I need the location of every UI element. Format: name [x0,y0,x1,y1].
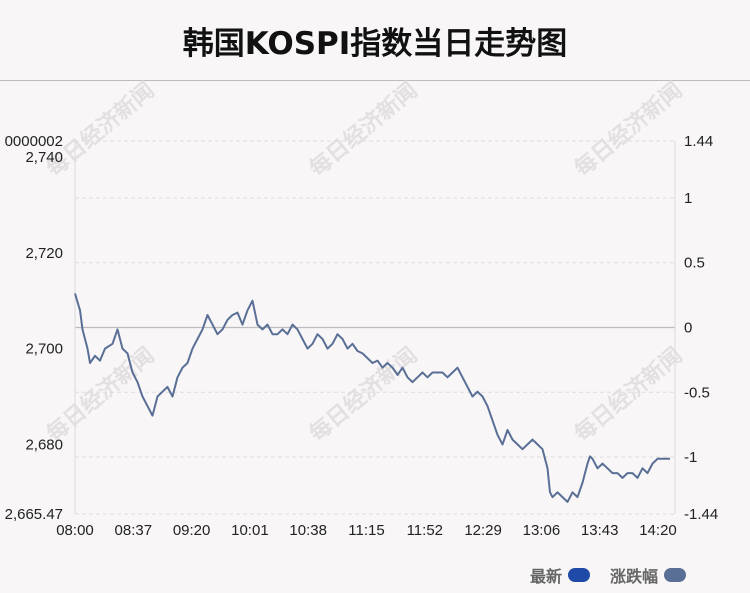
legend-label-change: 涨跌幅 [610,567,659,586]
legend-item-change[interactable]: 涨跌幅 [610,563,687,587]
x-tick-label: 11:15 [348,522,384,539]
x-axis-labels: 08:00 08:37 09:20 10:01 10:38 11:15 11:52 12:29… [56,522,677,539]
grid-lines [75,140,675,515]
x-tick-label: 08:00 [56,522,94,539]
y-tick-label-right: -1.44 [684,506,718,523]
series-line-latest [74,293,670,503]
legend-swatch-latest [568,568,591,582]
x-tick-label: 13:06 [523,522,561,539]
y-tick-label-right: 1.44 [684,133,713,150]
y-tick-label-left: 2,680 [25,436,63,453]
axes [74,141,676,514]
x-tick-label: 13:43 [581,522,619,539]
title-divider [0,80,750,81]
watermark-text: 每日经济新闻 [42,77,160,182]
legend-item-latest[interactable]: 最新 [530,563,591,587]
y-tick-label-right: 1 [684,190,692,207]
y-axis-right-labels: -1.44 -1 -0.5 0 0.5 1 1.44 [684,133,718,523]
y-tick-label-left: 2,665.47 [5,506,63,523]
y-tick-label-left: 2,700 [25,341,63,358]
watermark-text: 每日经济新闻 [305,77,423,182]
y-tick-label-left: 2,720 [25,245,63,262]
x-tick-label: 09:20 [173,522,211,539]
y-tick-label-right: -1 [684,449,697,466]
x-tick-label: 12:29 [464,522,502,539]
x-tick-label: 14:20 [639,522,677,539]
legend-swatch-change [664,568,687,582]
watermark-text: 每日经济新闻 [305,342,423,447]
y-tick-label-left: 0000002 [5,133,63,150]
x-tick-label: 10:38 [289,522,327,539]
legend: 最新 涨跌幅 [530,563,698,587]
y-tick-label-right: -0.5 [684,384,710,401]
watermark-text: 每日经济新闻 [570,342,688,447]
legend-label-latest: 最新 [530,567,563,586]
x-tick-label: 08:37 [115,522,153,539]
y-tick-label-right: 0 [684,320,692,337]
chart-title: 韩国KOSPI指数当日走势图 [182,26,568,62]
y-tick-label-right: 0.5 [684,255,705,272]
x-tick-label: 11:52 [407,522,443,539]
watermark-text: 每日经济新闻 [570,77,688,182]
series-layer [74,293,670,503]
x-tick-label: 10:01 [231,522,269,539]
y-tick-label-left: 2,740 [25,149,63,166]
